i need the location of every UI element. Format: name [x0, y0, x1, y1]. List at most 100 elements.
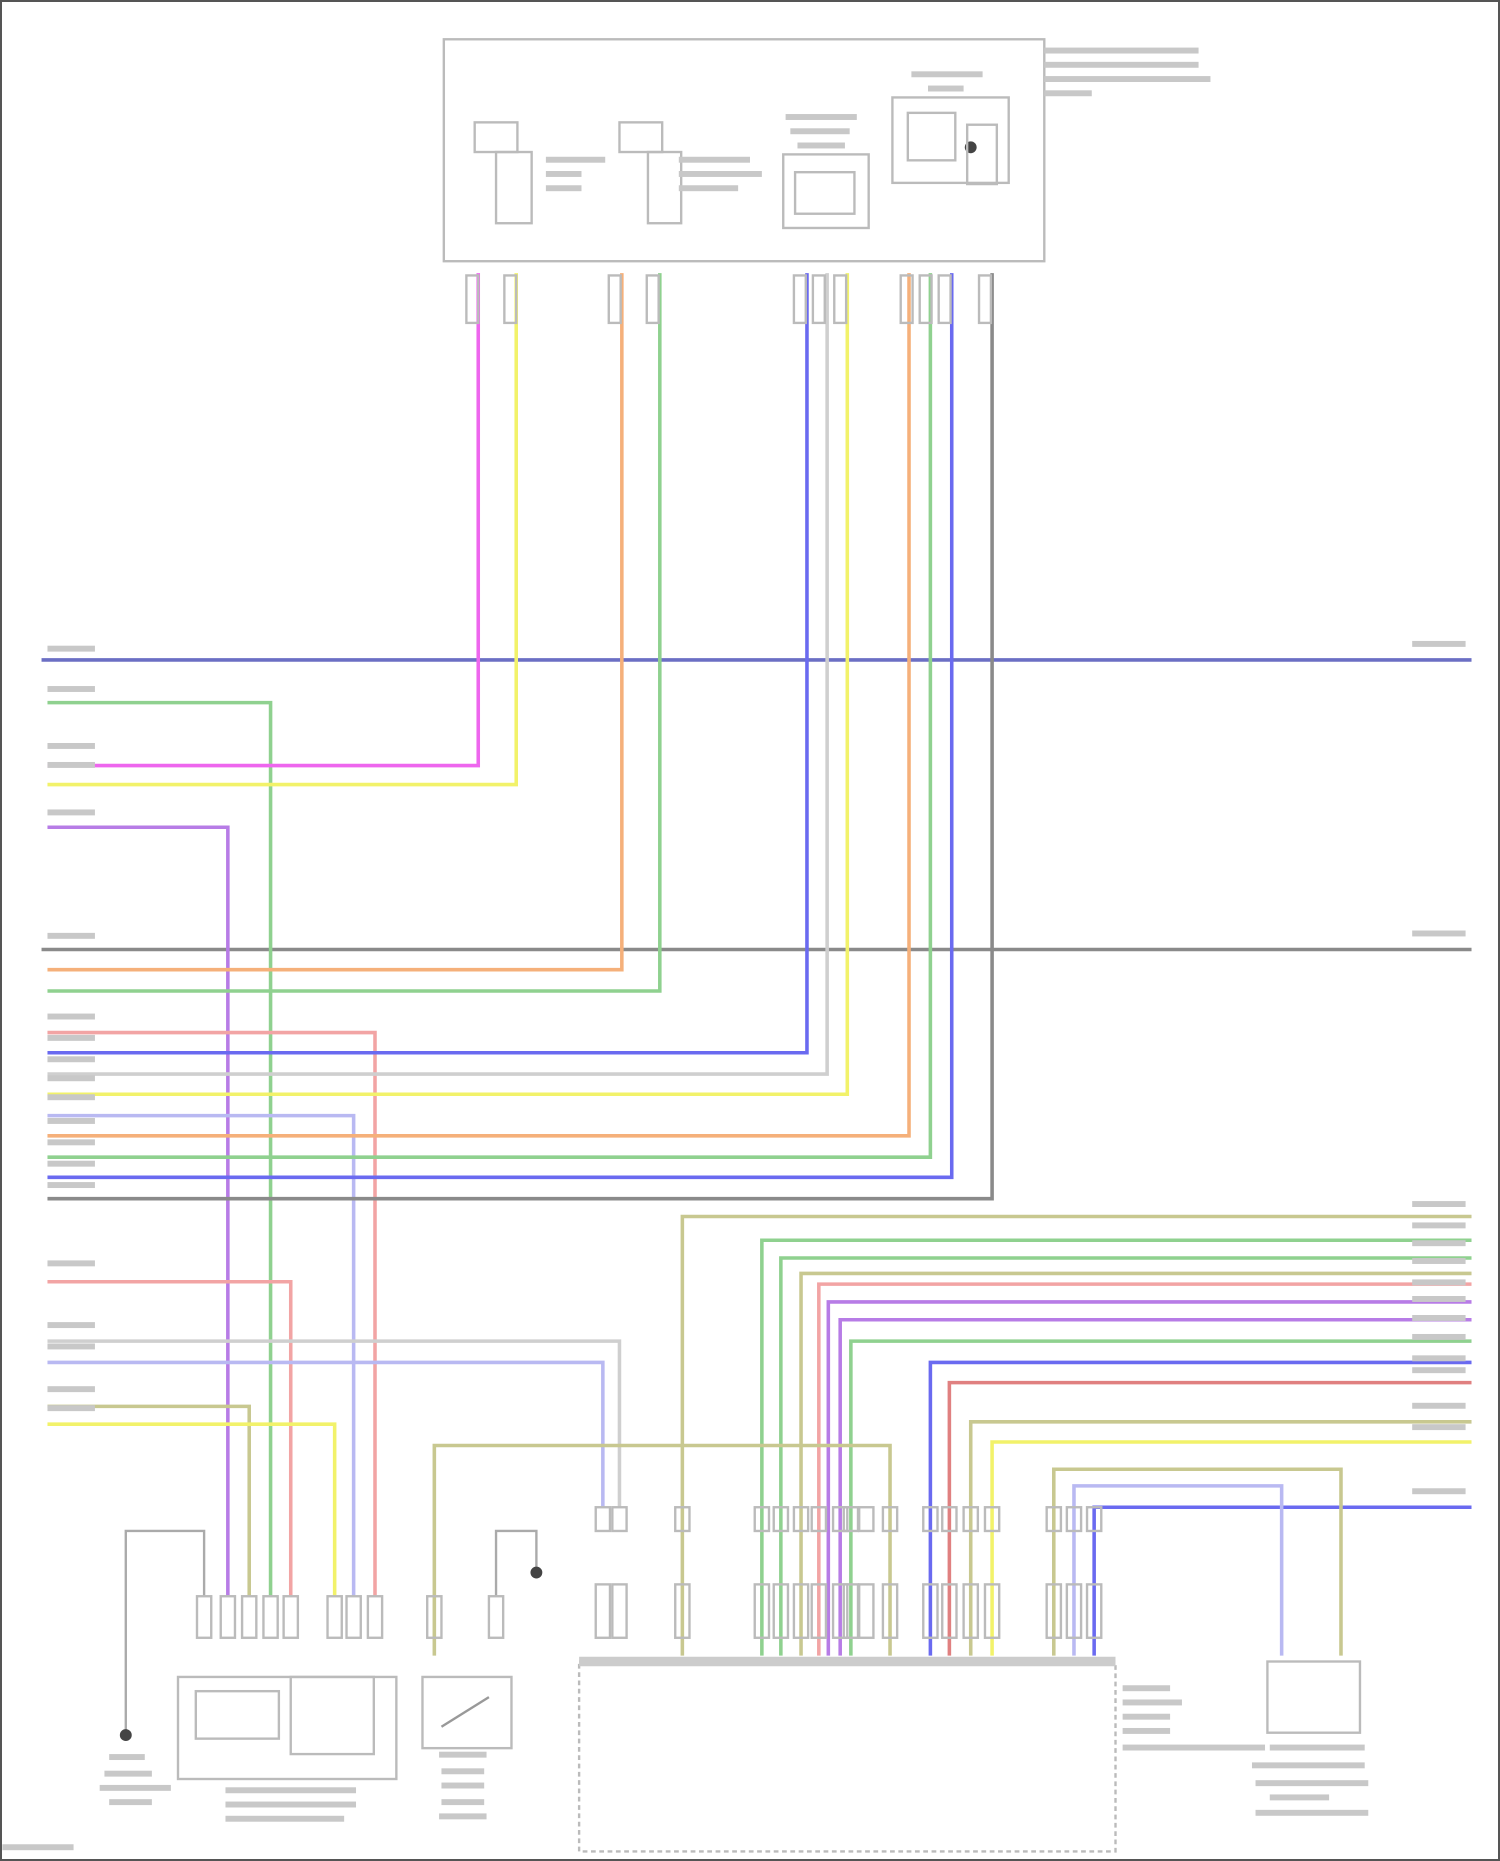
sensor-1-loop [473, 121, 519, 154]
connector-pin [426, 1595, 443, 1639]
wire-label-placeholder [47, 1075, 95, 1082]
label-text-placeholder [225, 1801, 357, 1808]
wire-label-placeholder [1412, 930, 1466, 937]
connector-pin [983, 1506, 1001, 1533]
wire-label-placeholder [1412, 1488, 1466, 1495]
connector-pin [219, 1595, 237, 1639]
wire [47, 273, 481, 768]
wire-label-placeholder [1412, 1355, 1466, 1362]
wire-label-placeholder [47, 1056, 95, 1063]
connector-pin [611, 1583, 628, 1639]
connector-pin [941, 1583, 958, 1639]
label-text-placeholder [797, 142, 845, 149]
wire-label-placeholder [1412, 1367, 1466, 1374]
wire-label-placeholder [1412, 1314, 1466, 1321]
wire [779, 1256, 1472, 1656]
right-sensor-box [1266, 1660, 1362, 1734]
label-text-placeholder [790, 128, 850, 135]
connector-pin [345, 1595, 362, 1639]
connector-pin [810, 1583, 828, 1639]
connector-pin [857, 1506, 875, 1533]
wire-label-placeholder [1412, 640, 1466, 647]
wire [826, 1300, 1472, 1656]
wire [47, 273, 933, 1159]
wire-label-placeholder [1412, 1402, 1466, 1409]
wire [47, 273, 994, 1201]
label-text-placeholder [1269, 1744, 1365, 1751]
connector-pin [1045, 1583, 1063, 1639]
connector-pin [792, 1583, 810, 1639]
wire-label-placeholder [47, 1322, 95, 1329]
wire [47, 1030, 377, 1597]
label-text-placeholder [678, 156, 750, 163]
label-text-placeholder [439, 1751, 487, 1758]
label-text-placeholder [109, 1799, 152, 1806]
wire [47, 1360, 605, 1508]
label-text-placeholder [1251, 1762, 1365, 1769]
wire [47, 1339, 622, 1508]
label-text-placeholder [1044, 76, 1211, 83]
connector-pin [366, 1595, 384, 1639]
label-text-placeholder [678, 185, 739, 192]
connector-pin [833, 274, 848, 325]
label-text-placeholder [785, 114, 857, 120]
connector-pin [262, 1595, 279, 1639]
label-text-placeholder [109, 1754, 145, 1761]
wire [47, 273, 809, 1055]
wire [47, 1279, 293, 1597]
wire-label-placeholder [47, 1386, 95, 1393]
wire [47, 273, 624, 972]
connector-pin [753, 1506, 771, 1533]
connector-pin [962, 1583, 980, 1639]
wire [47, 825, 230, 1597]
wire-label-placeholder [47, 686, 95, 692]
connector-pin [503, 274, 518, 325]
label-text-placeholder [1122, 1713, 1171, 1720]
wire [849, 1339, 1472, 1656]
connector-pin [1065, 1506, 1083, 1533]
connector-pin [772, 1583, 790, 1639]
label-text-placeholder [928, 85, 964, 92]
label-text-placeholder [545, 156, 606, 163]
connector-pin [594, 1583, 612, 1639]
label-text-placeholder [439, 1813, 487, 1820]
wire [947, 1380, 1472, 1656]
label-text-placeholder [1122, 1744, 1266, 1751]
wire-label-placeholder [47, 1260, 95, 1267]
wire-label-placeholder [47, 1182, 95, 1189]
switch-module-box [176, 1675, 398, 1781]
label-text-placeholder [104, 1770, 152, 1777]
sensor-1-box [494, 150, 533, 225]
connector-pin [831, 1506, 849, 1533]
connector-pin [810, 1506, 828, 1533]
sensor-3-box [782, 153, 870, 230]
wire-loop [1072, 1484, 1284, 1656]
switch-box [421, 1675, 513, 1750]
wire [760, 1238, 1472, 1656]
wire-label-placeholder [47, 1405, 95, 1412]
label-text-placeholder [1255, 1809, 1369, 1816]
connector-pin [645, 274, 660, 325]
connector-pin [831, 1583, 849, 1639]
connector-pin [487, 1595, 505, 1639]
wire [799, 1271, 1472, 1656]
connector-pin [195, 1595, 213, 1639]
label-text-placeholder [545, 171, 582, 177]
wire-label-placeholder [47, 645, 95, 652]
wire [47, 273, 954, 1180]
label-text-placeholder [225, 1787, 357, 1794]
connector-pin [753, 1583, 771, 1639]
wire-label-placeholder [47, 1139, 95, 1146]
connector-pin [857, 1583, 875, 1639]
connector-pin [962, 1506, 980, 1533]
wire-label-placeholder [47, 932, 95, 939]
wire [47, 273, 662, 993]
label-text-placeholder [1044, 47, 1199, 54]
label-text-placeholder [225, 1815, 345, 1822]
control-module-box [577, 1660, 1117, 1853]
connector-pin [792, 1506, 810, 1533]
wire-loop [432, 1443, 892, 1656]
sensor-2-loop [618, 121, 664, 154]
